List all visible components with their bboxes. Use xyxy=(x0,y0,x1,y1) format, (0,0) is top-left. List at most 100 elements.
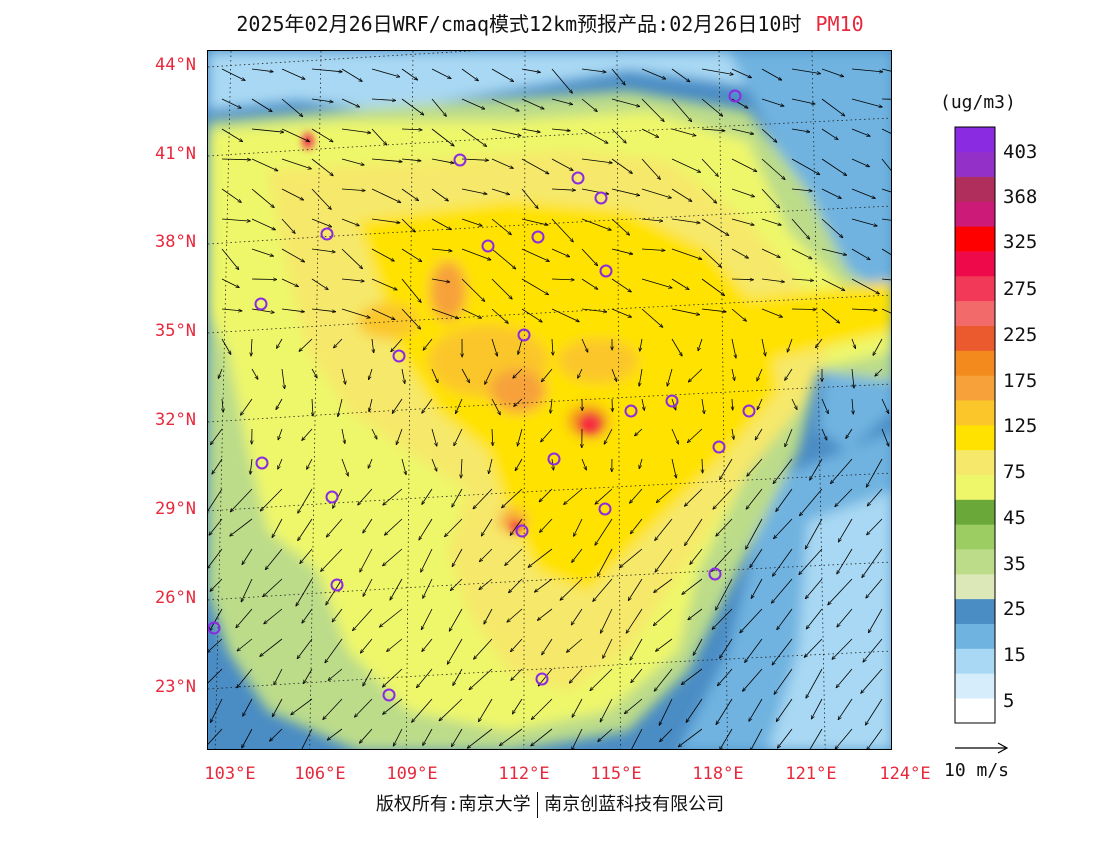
wind-vector xyxy=(641,278,672,288)
colorbar-segment xyxy=(955,251,995,277)
wind-vector xyxy=(628,578,643,601)
wind-vector xyxy=(311,278,328,290)
wind-vector xyxy=(484,608,493,624)
wind-vector xyxy=(251,338,252,356)
latitude-gridline xyxy=(208,294,891,334)
wind-vector xyxy=(221,308,242,311)
wind-vector xyxy=(208,638,223,653)
wind-vector xyxy=(791,218,810,239)
wind-vector xyxy=(806,608,823,629)
wind-vector xyxy=(881,128,891,134)
wind-vector xyxy=(371,158,402,162)
wind-vector xyxy=(805,518,823,549)
wind-vector xyxy=(371,278,397,290)
wind-vector xyxy=(716,518,733,536)
wind-vector xyxy=(551,129,570,131)
wind-vector xyxy=(461,218,482,226)
wind-vector xyxy=(581,278,598,289)
wind-vector xyxy=(311,158,333,176)
wind-vector xyxy=(452,728,463,747)
wind-vector xyxy=(611,158,632,174)
wind-vector xyxy=(209,518,223,535)
wind-vector xyxy=(631,728,643,749)
city-marker xyxy=(392,349,406,363)
wind-vector xyxy=(749,698,763,721)
wind-vector xyxy=(881,68,891,72)
latitude-label: 32°N xyxy=(155,410,196,430)
wind-vector xyxy=(479,698,493,722)
wind-vector xyxy=(641,68,666,79)
wind-vector xyxy=(611,98,640,107)
city-marker xyxy=(665,394,679,408)
wind-vector xyxy=(773,458,793,484)
wind-vector xyxy=(251,279,277,280)
wind-vector xyxy=(291,698,313,715)
wind-vector xyxy=(461,278,485,301)
colorbar-segment xyxy=(955,300,995,326)
wind-vector xyxy=(363,578,373,596)
wind-vector xyxy=(881,158,891,171)
colorbar-label: 25 xyxy=(1003,598,1026,620)
wind-vector xyxy=(600,608,613,633)
wind-vector xyxy=(720,728,733,749)
wind-vector xyxy=(655,548,673,572)
wind-vector xyxy=(846,428,853,439)
wind-vector xyxy=(791,128,810,132)
wind-vector xyxy=(251,308,274,313)
wind-vector xyxy=(581,158,612,163)
wind-vector xyxy=(334,338,343,348)
wind-vector xyxy=(590,668,613,691)
wind-vector xyxy=(243,698,253,716)
wind-vector xyxy=(431,458,437,471)
city-marker xyxy=(255,456,269,470)
wind-vector xyxy=(401,218,415,232)
wind-vector xyxy=(513,368,523,378)
wind-vector xyxy=(851,98,882,107)
wind-vector xyxy=(521,248,549,261)
wind-vector xyxy=(688,368,703,382)
wind-vector xyxy=(360,638,373,653)
colorbar-segment xyxy=(955,598,995,624)
wind-vector xyxy=(491,218,511,235)
wind-vector xyxy=(873,338,883,355)
wind-vector xyxy=(761,98,784,106)
wind-vector xyxy=(368,458,373,468)
wind-vector xyxy=(489,458,493,474)
wind-vector xyxy=(799,548,823,575)
wind-vector xyxy=(611,218,630,235)
wind-vector xyxy=(611,188,640,196)
wind-vector xyxy=(461,458,462,478)
wind-vector xyxy=(401,278,421,302)
wind-vector xyxy=(702,458,703,473)
city-marker xyxy=(708,567,722,581)
wind-vector xyxy=(401,248,422,262)
wind-vector xyxy=(881,98,891,100)
latitude-label: 35°N xyxy=(155,321,196,341)
wind-vector xyxy=(518,338,523,354)
wind-vector xyxy=(417,668,433,688)
wind-vector xyxy=(774,518,793,539)
wind-vector xyxy=(251,248,274,256)
wind-vector xyxy=(371,308,395,320)
wind-vector xyxy=(641,398,644,410)
wind-vector xyxy=(785,368,793,380)
wind-vector xyxy=(611,368,617,381)
longitude-label: 121°E xyxy=(785,764,837,784)
wind-vector xyxy=(353,608,373,631)
wind-vector xyxy=(750,548,763,568)
wind-vector xyxy=(611,128,626,143)
wind-vector xyxy=(521,158,549,174)
latitude-gridline xyxy=(208,117,891,157)
wind-vector xyxy=(626,608,643,633)
wind-vector xyxy=(572,698,583,717)
wind-vector xyxy=(311,68,342,72)
wind-vector xyxy=(757,368,763,381)
wind-vector xyxy=(281,188,304,200)
wind-vector xyxy=(328,668,343,681)
wind-vector xyxy=(595,488,613,504)
wind-vector xyxy=(263,578,283,597)
colorbar-units: (ug/m3) xyxy=(940,92,1016,113)
wind-vector xyxy=(731,188,755,197)
wind-vector xyxy=(821,128,838,140)
colorbar-label: 125 xyxy=(1003,415,1038,437)
